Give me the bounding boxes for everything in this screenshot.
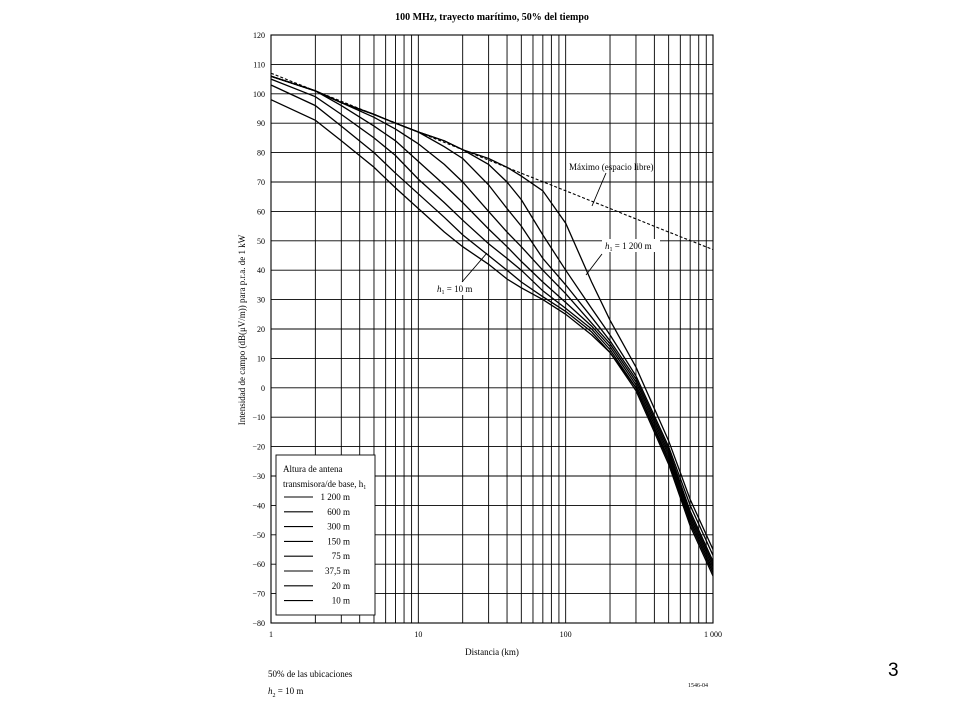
x-axis-ticks: 1 10 100 1 000 — [269, 630, 722, 639]
y-tick-label: −30 — [252, 472, 265, 481]
free-space-line — [270, 72, 714, 251]
legend-label: 300 m — [327, 522, 350, 532]
y-tick-label: −40 — [252, 501, 265, 510]
figure-id: 1546-04 — [688, 683, 708, 689]
legend-title-line2: transmisora/de base, h1 — [283, 479, 366, 491]
footer-receiver-height: h2 = 10 m — [268, 686, 304, 699]
y-tick-label: 120 — [253, 31, 265, 40]
y-tick-label: 70 — [257, 178, 265, 187]
x-tick-label: 1 000 — [704, 630, 722, 639]
legend-label: 600 m — [327, 507, 350, 517]
y-tick-label: −20 — [252, 443, 265, 452]
y-tick-label: 110 — [253, 60, 265, 69]
legend-label: 150 m — [327, 536, 350, 546]
x-axis-label: Distancia (km) — [465, 647, 519, 657]
y-tick-label: 90 — [257, 119, 265, 128]
y-tick-label: 80 — [257, 149, 265, 158]
series-lines — [270, 72, 714, 577]
legend-label: 75 m — [332, 551, 350, 561]
series-line-6 — [270, 84, 714, 574]
free-space-annotation: Máximo (espacio libre) — [569, 162, 653, 172]
series-line-4 — [270, 75, 714, 568]
y-axis-label: Intensidad de campo (dB(μV/m)) para p.r.… — [237, 234, 247, 425]
bottom-curve-leader — [461, 252, 488, 283]
series-line-3 — [270, 75, 714, 565]
legend-label: 37,5 m — [325, 566, 350, 576]
legend-label: 20 m — [332, 581, 350, 591]
top-curve-annotation: h1 = 1 200 m — [605, 241, 652, 253]
legend-entries: 1 200 m 600 m 300 m 150 m 75 m 37,5 m 20 m 10 m — [284, 492, 350, 606]
legend-box — [275, 454, 376, 616]
y-tick-label: 0 — [261, 384, 265, 393]
y-tick-label: 50 — [257, 237, 265, 246]
chart-title: 100 MHz, trayecto marítimo, 50% del tiem… — [395, 12, 589, 23]
x-tick-label: 10 — [414, 630, 422, 639]
slide-number: 3 — [888, 660, 899, 681]
y-tick-label: −70 — [252, 590, 265, 599]
x-tick-label: 100 — [560, 630, 572, 639]
y-tick-label: −10 — [252, 413, 265, 422]
bottom-curve-annotation: h1 = 10 m — [437, 284, 472, 296]
footer-locations: 50% de las ubicaciones — [268, 669, 353, 679]
free-space-leader — [591, 172, 607, 207]
y-tick-label: 30 — [257, 296, 265, 305]
y-tick-label: 10 — [257, 354, 265, 363]
y-tick-label: −50 — [252, 531, 265, 540]
top-curve-leader — [585, 253, 603, 276]
y-tick-label: 40 — [257, 266, 265, 275]
y-tick-label: −80 — [252, 619, 265, 628]
plot-frame — [270, 34, 714, 624]
legend-label: 1 200 m — [320, 492, 350, 502]
y-tick-label: −60 — [252, 560, 265, 569]
x-tick-label: 1 — [269, 630, 273, 639]
y-tick-label: 20 — [257, 325, 265, 334]
y-tick-label: 100 — [253, 90, 265, 99]
series-line-7 — [270, 99, 714, 577]
y-tick-label: 60 — [257, 207, 265, 216]
legend-title-line1: Altura de antena — [283, 464, 342, 474]
y-axis-ticks: 1201101009080706050403020100−10−20−30−40… — [252, 31, 265, 628]
legend-label: 10 m — [332, 596, 350, 606]
